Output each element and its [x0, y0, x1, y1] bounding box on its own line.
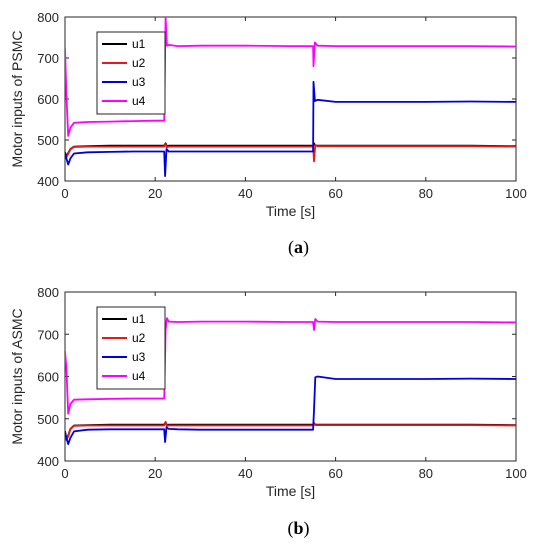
series-line-u2	[65, 143, 516, 163]
x-axis-label: Time [s]	[266, 203, 315, 219]
x-tick-label: 60	[328, 186, 342, 201]
legend-label-u3: u3	[132, 350, 146, 364]
y-tick-label: 600	[37, 92, 59, 107]
panel-caption: (a)	[288, 237, 309, 258]
x-tick-label: 100	[505, 186, 527, 201]
chart-panel-b: 0 20 40 60 80 100 400 500 600 700 800 Time [s] Motor…	[9, 285, 527, 539]
legend-label-u1: u1	[132, 37, 146, 51]
y-tick-label: 700	[37, 327, 59, 342]
x-tick-label: 20	[148, 186, 162, 201]
x-axis-label: Time [s]	[266, 483, 315, 499]
x-tick-label: 60	[328, 466, 342, 481]
y-tick-label: 700	[37, 51, 59, 66]
y-axis-label: Motor inputs of PSMC	[9, 31, 25, 168]
legend-label-u2: u2	[132, 56, 146, 70]
y-tick-label: 600	[37, 370, 59, 385]
legend-label-u4: u4	[132, 94, 146, 108]
x-tick-label: 0	[61, 466, 68, 481]
series-line-u2	[65, 421, 516, 441]
y-axis-label: Motor inputs of ASMC	[9, 308, 25, 444]
y-tick-label: 500	[37, 133, 59, 148]
x-tick-label: 0	[61, 186, 68, 201]
x-tick-label: 80	[419, 186, 433, 201]
y-tick-label: 500	[37, 412, 59, 427]
legend-label-u3: u3	[132, 75, 146, 89]
series-line-u3	[65, 375, 516, 446]
legend-label-u4: u4	[132, 369, 146, 383]
legend-label-u1: u1	[132, 312, 146, 326]
x-tick-label: 100	[505, 466, 527, 481]
x-tick-label: 20	[148, 466, 162, 481]
x-tick-label: 80	[419, 466, 433, 481]
chart-panel-a: 0 20 40 60 80 100 400 500 600 700 800 Time [s] Motor…	[9, 10, 527, 258]
y-tick-label: 400	[37, 174, 59, 189]
y-tick-label: 800	[37, 285, 59, 300]
x-tick-label: 40	[238, 466, 252, 481]
series-line-u3	[65, 80, 516, 178]
panel-caption: (b)	[287, 518, 309, 539]
x-tick-label: 40	[238, 186, 252, 201]
series-line-u4	[65, 317, 516, 415]
y-tick-label: 400	[37, 454, 59, 469]
legend-label-u2: u2	[132, 331, 146, 345]
y-tick-label: 800	[37, 10, 59, 25]
series-line-u4	[65, 17, 516, 137]
